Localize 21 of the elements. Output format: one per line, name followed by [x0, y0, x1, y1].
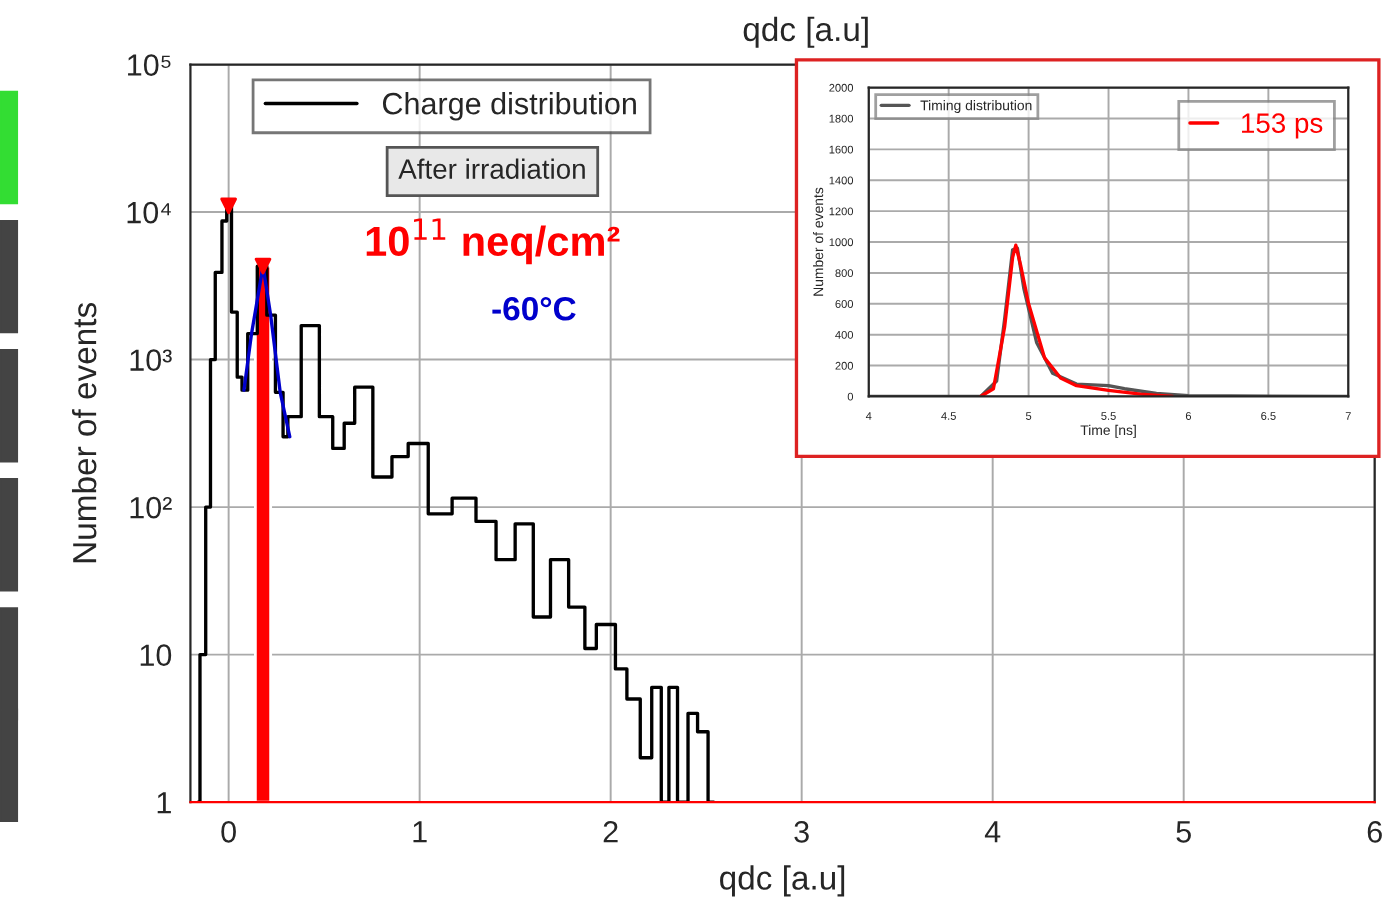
- annotation: After irradiation: [398, 158, 585, 179]
- y-tick-label: 10⁴: [127, 201, 171, 224]
- legend-label: Charge distribution: [382, 92, 636, 121]
- y-tick-label: 10³: [130, 349, 172, 371]
- x-tick-label: 0: [221, 821, 236, 843]
- y-axis-title: Number of events: [71, 302, 97, 563]
- x-tick-label: 1: [413, 821, 427, 843]
- x-tick-label: 2: [603, 821, 618, 843]
- x-tick-label: 6: [1367, 821, 1382, 843]
- x-tick-label: 4: [984, 821, 1001, 843]
- annotation: 10$^{11}$ neq/cm²: [366, 218, 620, 265]
- annotation: -60°C: [492, 296, 576, 321]
- x-tick-label: 5: [1176, 821, 1191, 843]
- legend-label: 153 ps: [1242, 113, 1323, 139]
- text: qdc [a.u]: [743, 16, 868, 48]
- x-axis-title: qdc [a.u]: [720, 865, 845, 897]
- y-tick-label: 10²: [130, 496, 172, 519]
- y-tick-label: 1: [157, 792, 171, 814]
- y-tick-label: 10: [140, 644, 172, 666]
- y-tick-label: 10⁵: [128, 54, 171, 76]
- x-tick-label: 3: [794, 821, 809, 843]
